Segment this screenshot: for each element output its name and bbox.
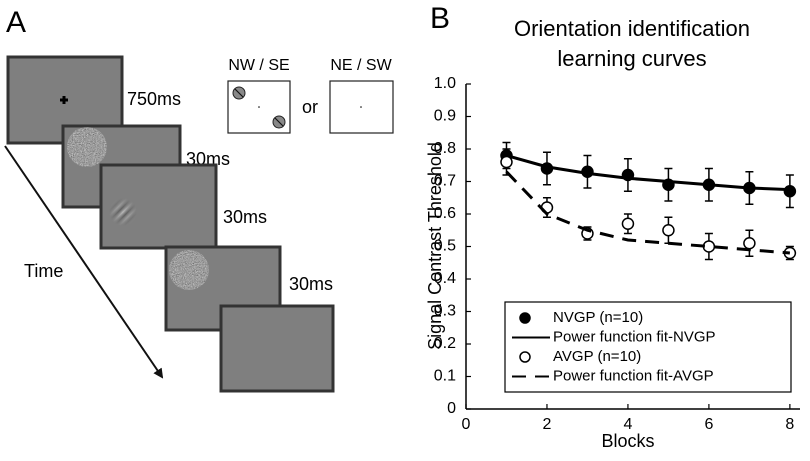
condition-label: NE / SW xyxy=(330,57,392,74)
y-axis-label: Signal Contrast Threshold xyxy=(425,142,445,350)
fit-line xyxy=(506,154,790,192)
marker xyxy=(783,185,797,198)
y-tick-label: 0.1 xyxy=(434,368,456,385)
legend-label: AVGP (n=10) xyxy=(553,348,641,365)
y-tick-label: 0.7 xyxy=(434,173,456,190)
marker xyxy=(702,240,716,253)
fit-line xyxy=(505,170,790,255)
marker xyxy=(662,224,675,237)
time-arrow xyxy=(4,145,164,379)
duration: 750ms xyxy=(127,89,181,109)
legend-marker xyxy=(519,351,531,363)
x-axis-label: Blocks xyxy=(601,431,654,451)
noise-mask xyxy=(169,250,209,290)
chart-title: Orientation identification xyxy=(514,16,750,41)
marker xyxy=(743,237,756,250)
x-tick-label: 2 xyxy=(543,416,552,433)
panel-label: B xyxy=(430,2,450,35)
y-tick-label: 0 xyxy=(447,400,456,417)
marker xyxy=(621,217,635,230)
y-tick-label: 0.5 xyxy=(434,238,456,255)
y-tick-label: 0.6 xyxy=(434,205,456,222)
x-tick-label: 6 xyxy=(704,416,713,433)
chart-title: learning curves xyxy=(557,46,706,71)
y-tick-label: 0.4 xyxy=(434,270,456,287)
x-tick-label: 8 xyxy=(785,416,794,433)
legend-label: Power function fit-AVGP xyxy=(553,367,714,384)
legend-marker xyxy=(519,312,531,324)
noise-mask xyxy=(67,127,107,167)
condition-label: NW / SE xyxy=(228,57,289,74)
y-tick-label: 1.0 xyxy=(434,75,456,92)
legend-label: Power function fit-NVGP xyxy=(553,328,716,345)
x-tick-label: 4 xyxy=(623,416,632,433)
time-label: Time xyxy=(24,261,63,281)
legend-box xyxy=(504,301,792,393)
fixation-cross xyxy=(60,96,68,104)
or-label: or xyxy=(302,97,318,117)
marker xyxy=(500,155,513,169)
panel-label: A xyxy=(6,6,26,39)
fixation xyxy=(258,106,260,108)
x-tick-label: 0 xyxy=(462,416,471,433)
y-tick-label: 0.3 xyxy=(434,303,456,320)
y-tick-label: 0.9 xyxy=(434,108,456,125)
duration: 30ms xyxy=(223,207,267,227)
legend-label: NVGP (n=10) xyxy=(553,309,643,326)
duration: 30ms xyxy=(289,274,333,294)
y-tick-label: 0.8 xyxy=(434,140,456,157)
y-tick-label: 0.2 xyxy=(434,335,456,352)
fixation xyxy=(360,106,362,108)
gabor xyxy=(108,197,138,227)
frame xyxy=(219,304,335,393)
